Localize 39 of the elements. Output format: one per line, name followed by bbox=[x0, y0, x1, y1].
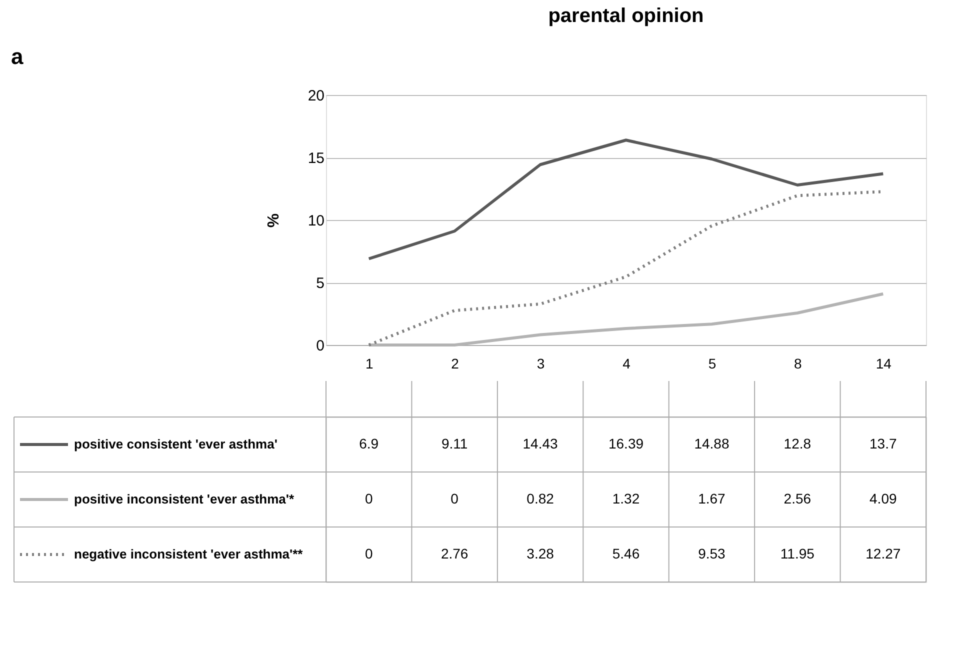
x-tick-label: 14 bbox=[876, 356, 892, 372]
data-label: 11.95 bbox=[780, 546, 815, 562]
y-tick-label: 5 bbox=[316, 275, 324, 292]
x-tick-label: 5 bbox=[708, 356, 716, 372]
data-label: 0 bbox=[450, 490, 459, 506]
data-label: 4.09 bbox=[870, 490, 897, 506]
x-tick-label: 8 bbox=[794, 356, 802, 372]
data-label: 2.56 bbox=[784, 490, 812, 506]
legend-label: negative inconsistent 'ever asthma'** bbox=[74, 546, 304, 562]
data-label: 0 bbox=[364, 490, 373, 506]
data-label: 3.28 bbox=[526, 546, 554, 562]
data-label: 9.53 bbox=[698, 546, 726, 562]
x-tick-label: 3 bbox=[536, 356, 545, 372]
y-tick-label: 20 bbox=[308, 88, 324, 104]
x-tick-label: 2 bbox=[451, 356, 460, 372]
y-tick-label: 10 bbox=[308, 212, 324, 230]
chart-title: parental opinion bbox=[548, 5, 704, 27]
data-label: 13.7 bbox=[870, 436, 897, 452]
x-tick-label: 4 bbox=[622, 356, 631, 372]
data-label: 14.43 bbox=[522, 436, 558, 452]
data-label: 0.82 bbox=[526, 490, 554, 506]
x-tick-label: 1 bbox=[365, 356, 374, 372]
y-tick-label: 0 bbox=[316, 338, 324, 354]
y-tick-label: 15 bbox=[308, 150, 324, 167]
data-label: 12.8 bbox=[784, 436, 812, 452]
y-axis-title: % bbox=[266, 213, 282, 228]
data-label: 1.67 bbox=[698, 490, 726, 506]
text: a bbox=[11, 44, 24, 69]
data-label: 0 bbox=[364, 546, 373, 562]
legend-label: positive consistent 'ever asthma' bbox=[74, 436, 278, 452]
data-label: 6.9 bbox=[359, 436, 379, 452]
data-label: 2.76 bbox=[440, 546, 468, 562]
data-label: 9.11 bbox=[441, 436, 468, 452]
data-label: 14.88 bbox=[694, 436, 730, 452]
data-label: 5.46 bbox=[612, 546, 640, 562]
data-label: 16.39 bbox=[608, 436, 644, 452]
legend-label: positive inconsistent 'ever asthma'* bbox=[74, 492, 295, 506]
data-label: 12.27 bbox=[866, 546, 901, 562]
data-label: 1.32 bbox=[612, 490, 640, 506]
